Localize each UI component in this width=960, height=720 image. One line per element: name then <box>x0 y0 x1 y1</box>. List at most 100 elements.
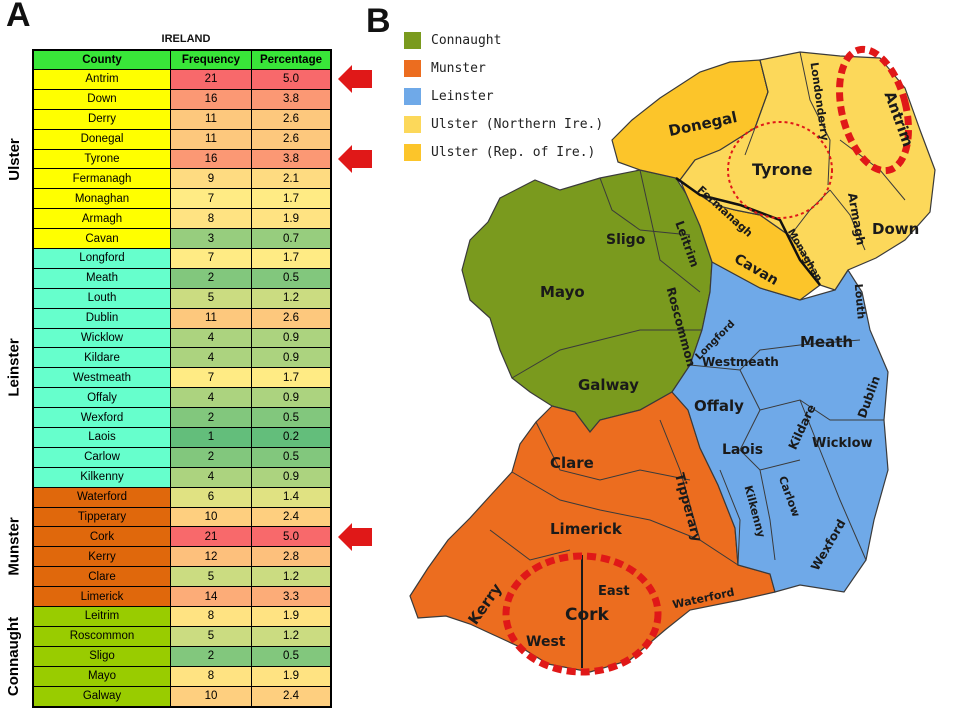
percentage-cell: 2.6 <box>251 128 332 150</box>
map-label-clare: Clare <box>550 454 594 472</box>
percentage-cell: 0.2 <box>251 427 332 448</box>
legend-swatch <box>404 116 421 133</box>
frequency-cell: 2 <box>170 407 252 429</box>
percentage-cell: 2.4 <box>251 506 332 528</box>
frequency-cell: 5 <box>170 287 252 309</box>
frequency-cell: 11 <box>170 128 252 150</box>
frequency-cell: 8 <box>170 606 252 627</box>
frequency-cell: 16 <box>170 88 252 110</box>
frequency-cell: 4 <box>170 387 252 409</box>
table-row: Meath 2 0.5 <box>32 267 332 289</box>
frequency-cell: 12 <box>170 546 252 568</box>
frequency-cell: 2 <box>170 267 252 289</box>
frequency-cell: 16 <box>170 148 252 170</box>
county-cell: Cavan <box>32 228 171 250</box>
county-cell: Limerick <box>32 586 171 608</box>
county-cell: Wicklow <box>32 327 171 349</box>
county-cell: Sligo <box>32 645 171 667</box>
table-row: Roscommon 5 1.2 <box>32 625 332 647</box>
frequency-cell: 7 <box>170 248 252 269</box>
map-label-galway: Galway <box>578 376 639 394</box>
county-cell: Longford <box>32 248 171 269</box>
county-cell: Louth <box>32 287 171 309</box>
percentage-cell: 1.9 <box>251 208 332 230</box>
map-label-cork: Cork <box>565 605 609 625</box>
county-cell: Waterford <box>32 486 171 508</box>
frequency-cell: 11 <box>170 307 252 329</box>
county-cell: Wexford <box>32 407 171 429</box>
frequency-cell: 8 <box>170 665 252 687</box>
county-cell: Roscommon <box>32 625 171 647</box>
table-row: Kilkenny 4 0.9 <box>32 466 332 488</box>
red-arrow-icon <box>338 65 372 98</box>
percentage-cell: 1.9 <box>251 606 332 627</box>
table-row: Donegal 11 2.6 <box>32 128 332 150</box>
column-header-percentage: Percentage <box>251 49 332 70</box>
percentage-cell: 5.0 <box>251 69 332 90</box>
ulster-border-line <box>675 176 821 286</box>
map-label-tyrone: Tyrone <box>752 160 813 179</box>
percentage-cell: 1.2 <box>251 287 332 309</box>
legend-item: Ulster (Rep. of Ire.) <box>404 144 595 161</box>
legend-label: Connaught <box>431 33 502 48</box>
county-cell: Meath <box>32 267 171 289</box>
map-label-down: Down <box>872 220 920 238</box>
legend-swatch <box>404 144 421 161</box>
legend-item: Munster <box>404 60 486 77</box>
legend-swatch <box>404 32 421 49</box>
red-arrow-icon <box>338 145 372 178</box>
map-label-mayo: Mayo <box>540 283 585 301</box>
county-cell: Kildare <box>32 347 171 369</box>
frequency-cell: 21 <box>170 526 252 548</box>
legend-label: Ulster (Northern Ire.) <box>431 117 604 132</box>
panel-a-letter: A <box>6 0 31 34</box>
map-label-laois: Laois <box>722 442 764 458</box>
county-cell: Cork <box>32 526 171 548</box>
leinster-region <box>671 261 889 593</box>
map-label-west: West <box>526 634 566 650</box>
percentage-cell: 3.8 <box>251 88 332 110</box>
percentage-cell: 0.5 <box>251 446 332 468</box>
county-cell: Donegal <box>32 128 171 150</box>
frequency-cell: 4 <box>170 466 252 488</box>
table-row: Armagh 8 1.9 <box>32 208 332 230</box>
red-arrow-icon <box>338 522 372 556</box>
table-row: Monaghan 7 1.7 <box>32 188 332 210</box>
percentage-cell: 1.7 <box>251 367 332 389</box>
table-row: Leitrim 8 1.9 <box>32 606 332 627</box>
county-cell: Carlow <box>32 446 171 468</box>
percentage-cell: 2.1 <box>251 168 332 190</box>
table-row: Carlow 2 0.5 <box>32 446 332 468</box>
frequency-cell: 6 <box>170 486 252 508</box>
percentage-cell: 0.9 <box>251 387 332 409</box>
frequency-cell: 4 <box>170 347 252 369</box>
table-title: IRELAND <box>161 33 211 45</box>
cork-highlight-circle <box>502 552 662 676</box>
table-row: Cavan 3 0.7 <box>32 228 332 250</box>
county-cell: Tyrone <box>32 148 171 170</box>
percentage-cell: 1.2 <box>251 566 332 588</box>
percentage-cell: 0.5 <box>251 645 332 667</box>
frequency-cell: 10 <box>170 506 252 528</box>
table-row: Limerick 14 3.3 <box>32 586 332 608</box>
legend-item: Connaught <box>404 32 501 49</box>
table-row: Wicklow 4 0.9 <box>32 327 332 349</box>
table-row: Tipperary 10 2.4 <box>32 506 332 528</box>
frequency-cell: 10 <box>170 685 252 708</box>
table-row: Wexford 2 0.5 <box>32 407 332 429</box>
table-row: Derry 11 2.6 <box>32 108 332 130</box>
frequency-cell: 5 <box>170 566 252 588</box>
percentage-cell: 3.3 <box>251 586 332 608</box>
county-cell: Derry <box>32 108 171 130</box>
legend-item: Ulster (Northern Ire.) <box>404 116 603 133</box>
county-cell: Fermanagh <box>32 168 171 190</box>
map-label-meath: Meath <box>800 333 854 351</box>
legend-label: Leinster <box>431 89 494 104</box>
map-label-wicklow: Wicklow <box>812 436 873 451</box>
frequency-cell: 4 <box>170 327 252 349</box>
legend-swatch <box>404 88 421 105</box>
percentage-cell: 0.7 <box>251 228 332 250</box>
table-row: Galway 10 2.4 <box>32 685 332 708</box>
table-row: Offaly 4 0.9 <box>32 387 332 409</box>
